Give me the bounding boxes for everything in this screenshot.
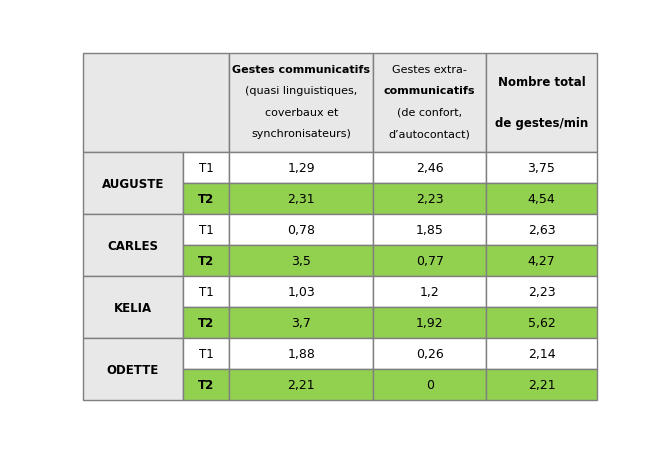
Text: KELIA: KELIA xyxy=(114,301,152,314)
Bar xyxy=(183,215,229,246)
Text: 1,92: 1,92 xyxy=(416,317,444,330)
Text: (de confort,: (de confort, xyxy=(397,107,462,117)
Text: 1,03: 1,03 xyxy=(287,285,315,299)
Bar xyxy=(229,184,373,215)
Text: d’autocontact): d’autocontact) xyxy=(389,129,471,139)
Text: 4,27: 4,27 xyxy=(528,255,556,268)
Bar xyxy=(83,339,183,400)
Text: 2,21: 2,21 xyxy=(288,378,315,391)
Bar xyxy=(373,153,486,184)
Bar xyxy=(183,184,229,215)
Bar xyxy=(486,369,597,400)
Text: 2,21: 2,21 xyxy=(528,378,556,391)
Text: Gestes communicatifs: Gestes communicatifs xyxy=(232,64,370,74)
Text: 2,31: 2,31 xyxy=(288,193,315,206)
Text: 2,46: 2,46 xyxy=(416,162,444,175)
Text: T1: T1 xyxy=(199,348,213,360)
Bar xyxy=(229,369,373,400)
Text: 2,23: 2,23 xyxy=(416,193,444,206)
Bar xyxy=(373,369,486,400)
Bar xyxy=(486,54,597,153)
Text: T2: T2 xyxy=(198,317,214,330)
Bar xyxy=(373,339,486,369)
Bar xyxy=(486,339,597,369)
Bar xyxy=(486,184,597,215)
Text: 1,85: 1,85 xyxy=(416,224,444,237)
Text: coverbaux et: coverbaux et xyxy=(265,107,338,117)
Text: T1: T1 xyxy=(199,224,213,237)
Bar xyxy=(83,215,183,277)
Bar xyxy=(183,308,229,339)
Bar xyxy=(183,369,229,400)
Bar xyxy=(373,308,486,339)
Bar xyxy=(183,246,229,277)
Text: 2,14: 2,14 xyxy=(528,348,556,360)
Bar xyxy=(373,246,486,277)
Text: 3,7: 3,7 xyxy=(291,317,311,330)
Text: 4,54: 4,54 xyxy=(528,193,556,206)
Text: 1,88: 1,88 xyxy=(287,348,315,360)
Text: 0: 0 xyxy=(426,378,434,391)
Text: AUGUSTE: AUGUSTE xyxy=(102,178,164,190)
Text: 0,26: 0,26 xyxy=(416,348,444,360)
Text: communicatifs: communicatifs xyxy=(384,86,475,96)
Bar xyxy=(486,277,597,308)
Text: 3,75: 3,75 xyxy=(528,162,556,175)
Bar xyxy=(229,339,373,369)
Text: ODETTE: ODETTE xyxy=(107,363,159,376)
Text: 0,77: 0,77 xyxy=(416,255,444,268)
Text: 5,62: 5,62 xyxy=(528,317,556,330)
Bar xyxy=(373,184,486,215)
Text: 0,78: 0,78 xyxy=(287,224,315,237)
Bar xyxy=(373,54,486,153)
Bar xyxy=(229,308,373,339)
Bar xyxy=(486,246,597,277)
Text: T2: T2 xyxy=(198,193,214,206)
Text: 2,63: 2,63 xyxy=(528,224,556,237)
Bar xyxy=(229,215,373,246)
Text: T2: T2 xyxy=(198,378,214,391)
Text: (quasi linguistiques,: (quasi linguistiques, xyxy=(245,86,357,96)
Text: Nombre total: Nombre total xyxy=(498,76,585,88)
Bar xyxy=(183,153,229,184)
Text: T2: T2 xyxy=(198,255,214,268)
Bar xyxy=(83,277,183,339)
Bar xyxy=(229,277,373,308)
Bar xyxy=(229,246,373,277)
Bar xyxy=(83,54,229,153)
Bar xyxy=(486,308,597,339)
Text: 1,29: 1,29 xyxy=(288,162,315,175)
Bar xyxy=(373,215,486,246)
Text: T1: T1 xyxy=(199,162,213,175)
Bar xyxy=(183,277,229,308)
Text: 1,2: 1,2 xyxy=(420,285,440,299)
Text: Gestes extra-: Gestes extra- xyxy=(392,64,467,74)
Bar xyxy=(83,153,183,215)
Bar xyxy=(229,153,373,184)
Bar xyxy=(486,153,597,184)
Bar xyxy=(486,215,597,246)
Text: 3,5: 3,5 xyxy=(291,255,311,268)
Text: 2,23: 2,23 xyxy=(528,285,556,299)
Text: synchronisateurs): synchronisateurs) xyxy=(251,129,351,139)
Bar xyxy=(183,339,229,369)
Bar xyxy=(229,54,373,153)
Text: T1: T1 xyxy=(199,285,213,299)
Text: de gestes/min: de gestes/min xyxy=(495,117,588,130)
Bar xyxy=(373,277,486,308)
Text: CARLES: CARLES xyxy=(107,239,158,252)
